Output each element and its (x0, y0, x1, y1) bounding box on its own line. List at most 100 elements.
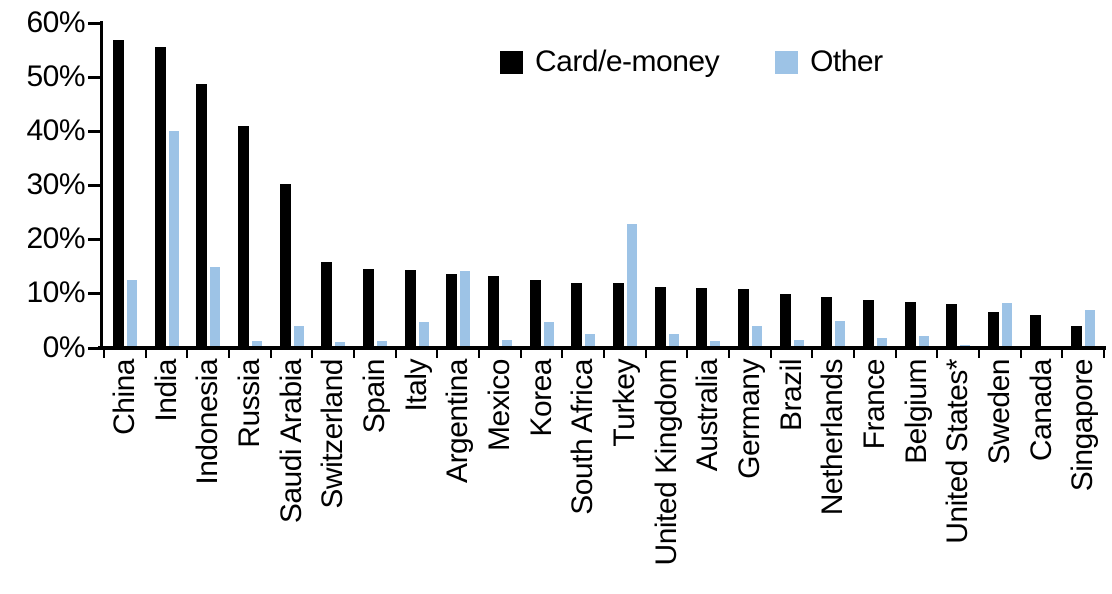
x-tick-mark (561, 350, 564, 358)
bar-group (812, 23, 854, 347)
x-category-label: France (857, 359, 891, 450)
bar-card-e-money (1029, 314, 1041, 347)
category-column: Canada (1021, 23, 1063, 594)
x-label-area: France (854, 359, 895, 594)
category-column: Russia (229, 23, 271, 594)
category-column: Spain (354, 23, 396, 594)
bar-card-e-money (571, 282, 583, 347)
x-category-label: Singapore (1066, 359, 1100, 492)
bar-group (937, 23, 979, 347)
bar-group (146, 23, 188, 347)
category-column: Germany (729, 23, 771, 594)
category-column: China (104, 23, 146, 594)
x-label-area: United Kingdom (646, 359, 687, 594)
bar-group (521, 23, 563, 347)
x-tick-mark (394, 350, 397, 358)
bar-card-e-money (404, 270, 416, 347)
bar-other (626, 224, 637, 347)
x-label-area: Canada (1021, 359, 1062, 594)
x-category-label: Turkey (607, 359, 641, 447)
y-axis-line (100, 21, 103, 350)
bar-other (793, 340, 804, 347)
legend-item-other: Other (775, 46, 883, 78)
bar-card-e-money (779, 293, 791, 347)
category-column: Singapore (1062, 23, 1104, 594)
category-column: Sweden (979, 23, 1021, 594)
plot-area: China India Indonesia Russia Saudi Arabia Swi… (104, 23, 1104, 594)
x-category-label: Germany (732, 359, 766, 480)
x-category-label: Netherlands (816, 359, 850, 516)
x-tick-mark (853, 350, 855, 358)
x-tick-mark (769, 350, 772, 358)
x-category-label: Spain (357, 359, 391, 434)
x-tick-mark (936, 350, 939, 358)
bar-group (187, 23, 229, 347)
x-label-area: China (104, 359, 145, 594)
bar-other (335, 341, 346, 347)
x-label-area: Netherlands (813, 359, 854, 594)
category-column: South Africa (562, 23, 604, 594)
x-label-area: Russia (229, 359, 270, 594)
bar-other (376, 341, 387, 347)
x-label-area: Argentina (438, 359, 479, 594)
y-tick-mark (88, 292, 100, 296)
category-column: Indonesia (187, 23, 229, 594)
x-label-area: South Africa (563, 359, 604, 594)
y-tick-mark (88, 184, 100, 188)
y-tick-label: 60% (26, 5, 85, 39)
x-label-area: Belgium (896, 359, 937, 594)
bar-group (396, 23, 438, 347)
bar-other (751, 325, 762, 347)
y-tick-label: 0% (42, 330, 86, 364)
bar-card-e-money (862, 300, 874, 347)
x-label-area: Turkey (604, 359, 645, 594)
bar-card-e-money (487, 276, 499, 347)
bar-group (1062, 23, 1104, 347)
category-column: Switzerland (312, 23, 354, 594)
x-tick-mark (1061, 350, 1064, 358)
bar-other (210, 267, 221, 347)
x-tick-mark (811, 350, 814, 358)
bar-card-e-money (446, 274, 458, 347)
bar-group (271, 23, 313, 347)
bar-group (896, 23, 938, 347)
x-category-label: Switzerland (316, 359, 350, 509)
x-tick-mark (353, 350, 355, 358)
bar-group (479, 23, 521, 347)
x-category-label: China (107, 359, 141, 436)
x-label-area: Italy (396, 359, 437, 594)
bar-card-e-money (196, 84, 208, 347)
x-tick-mark (978, 350, 980, 358)
bar-card-e-money (237, 125, 249, 347)
category-column: Australia (687, 23, 729, 594)
bar-group (437, 23, 479, 347)
bar-other (960, 345, 971, 347)
bar-card-e-money (529, 280, 541, 347)
category-column: France (854, 23, 896, 594)
bar-group (229, 23, 271, 347)
bar-other (1001, 302, 1012, 347)
y-tick-mark (88, 130, 100, 134)
bar-card-e-money (279, 183, 291, 347)
bar-other (876, 338, 887, 347)
bar-card-e-money (362, 269, 374, 347)
y-tick-label: 50% (26, 60, 85, 93)
bar-other (293, 325, 304, 347)
x-category-label: Sweden (982, 359, 1016, 465)
card-e-money-swatch-icon (500, 50, 523, 74)
y-tick-mark (88, 346, 100, 350)
bar-card-e-money (654, 286, 666, 347)
category-column: Belgium (896, 23, 938, 594)
y-tick-label: 40% (26, 114, 85, 148)
x-label-area: India (146, 359, 187, 594)
category-column: India (146, 23, 188, 594)
x-label-area: Korea (521, 359, 562, 594)
bar-group (979, 23, 1021, 347)
x-category-label: Italy (399, 359, 433, 412)
bar-card-e-money (946, 303, 958, 347)
bar-group (562, 23, 604, 347)
x-label-area: Switzerland (313, 359, 354, 594)
x-category-label: Mexico (482, 359, 516, 452)
y-tick-label: 10% (26, 276, 85, 310)
y-tick-mark (88, 76, 100, 79)
